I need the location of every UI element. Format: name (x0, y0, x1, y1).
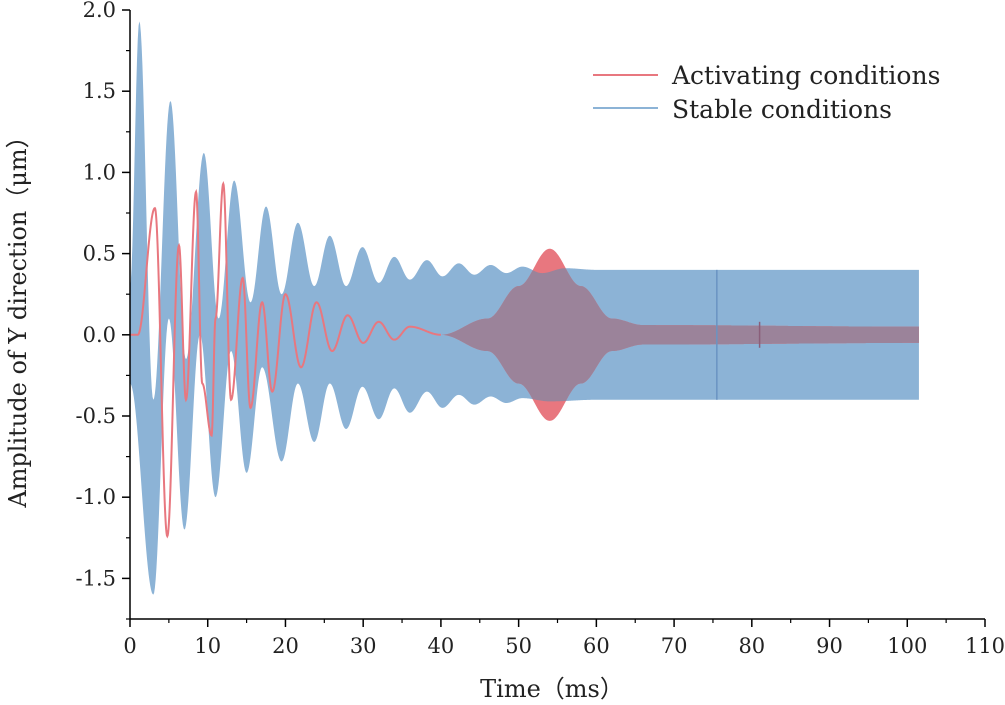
plot-area (130, 21, 919, 595)
y-tick-label: -1.0 (76, 485, 117, 509)
y-axis-title: Amplitude of Y direction（μm） (4, 124, 32, 508)
y-tick-label: 0.0 (83, 323, 116, 347)
x-tick-label: 110 (965, 634, 1005, 658)
y-tick-label: -0.5 (76, 404, 117, 428)
y-ticks: -1.5 -1.0 -0.5 0.0 0.5 1.0 1.5 2.0 (76, 0, 130, 620)
legend-label-activating: Activating conditions (671, 61, 940, 90)
y-tick-label: 0.5 (83, 242, 116, 266)
x-tick-label: 80 (738, 634, 765, 658)
x-axis-title: Time（ms） (480, 675, 624, 703)
y-tick-label: 2.0 (83, 0, 116, 22)
y-tick-label: 1.5 (83, 79, 116, 103)
x-tick-label: 10 (194, 634, 221, 658)
x-tick-label: 50 (505, 634, 532, 658)
x-tick-label: 20 (272, 634, 299, 658)
y-tick-label: 1.0 (83, 160, 116, 184)
x-tick-label: 100 (887, 634, 927, 658)
x-tick-label: 0 (123, 634, 136, 658)
legend-label-stable: Stable conditions (672, 95, 892, 124)
x-tick-label: 60 (583, 634, 610, 658)
x-ticks: 0 10 20 30 40 50 60 70 80 90 100 110 (123, 619, 1005, 658)
x-tick-label: 90 (816, 634, 843, 658)
x-tick-label: 30 (350, 634, 377, 658)
y-tick-label: -1.5 (76, 566, 117, 590)
x-tick-label: 70 (661, 634, 688, 658)
series-activating-conditions-line (130, 180, 441, 539)
series-overlap-band (440, 268, 919, 402)
legend: Activating conditions Stable conditions (593, 61, 940, 124)
x-tick-label: 40 (428, 634, 455, 658)
axes: 0 10 20 30 40 50 60 70 80 90 100 110 -1.5 -1.0 -0.5 0.… (76, 0, 1005, 658)
